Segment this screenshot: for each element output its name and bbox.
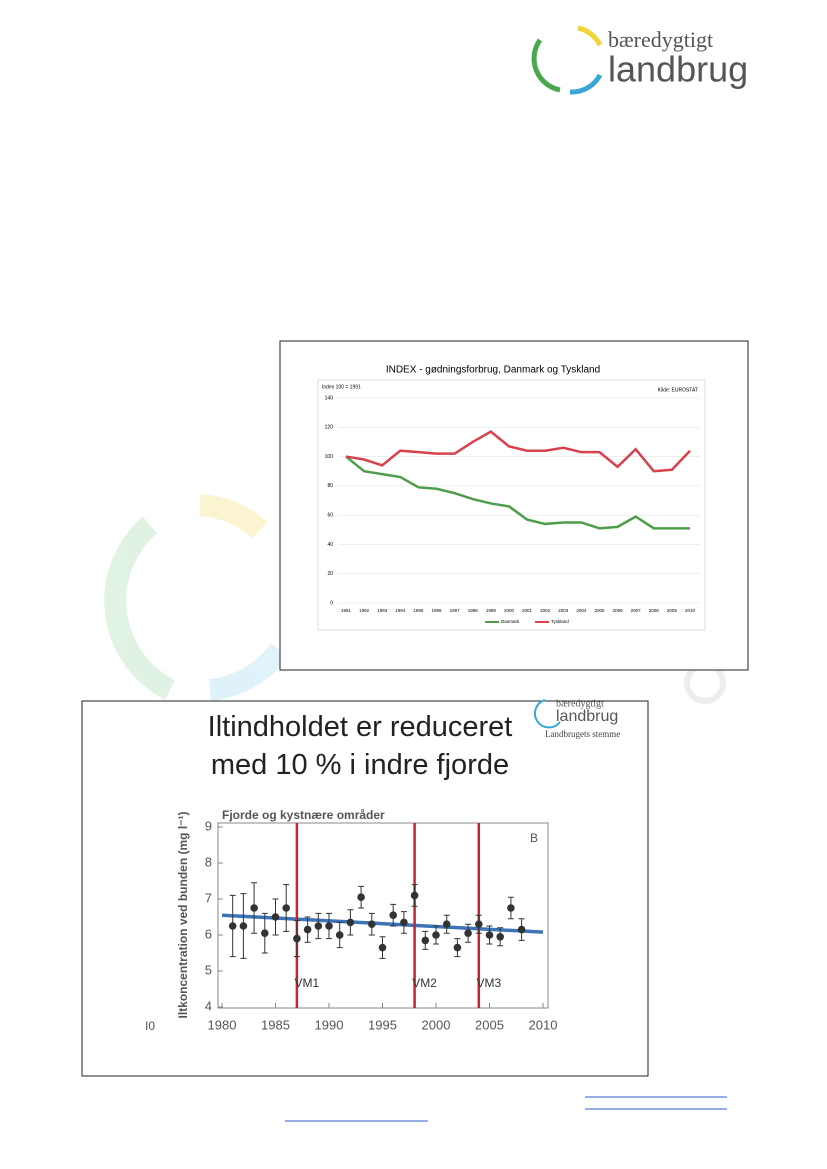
logo-top: bæredygtigt: [608, 27, 713, 52]
logo-bottom: landbrug: [608, 49, 748, 90]
data-point: [517, 925, 526, 934]
data-point: [239, 922, 248, 930]
data-point: [261, 929, 269, 937]
y-tick-label: 40: [327, 542, 333, 548]
data-point: [357, 893, 365, 901]
y-tick-label: 80: [327, 483, 333, 489]
vertical-line-label: VM3: [476, 976, 501, 990]
vertical-line-label: VM2: [412, 976, 437, 990]
data-point: [410, 891, 419, 900]
data-point: [507, 904, 515, 912]
x-tick-label: 1980: [208, 1017, 237, 1032]
x-tick-label: 2003: [558, 608, 569, 613]
x-tick-label: 1990: [315, 1017, 344, 1032]
x-tick-label: 2001: [522, 608, 533, 613]
x-tick-label: 2010: [529, 1017, 558, 1032]
data-point: [496, 933, 505, 941]
subtitle: Index 100 = 1991: [322, 384, 361, 390]
data-point: [335, 931, 344, 939]
vertical-line-label: VM1: [295, 976, 320, 990]
y-tick-label: 7: [205, 890, 212, 905]
y-tick-label: 5: [205, 962, 212, 977]
x-tick-label: 1985: [261, 1017, 290, 1032]
y-tick-label: 4: [205, 998, 212, 1013]
data-point: [475, 920, 483, 928]
x-tick-label: 1993: [377, 608, 388, 613]
decoration: [104, 494, 726, 704]
logo-tagline: Landbrugets stemme: [545, 729, 620, 739]
plot-title: Fjorde og kystnære områder: [222, 808, 385, 822]
series-line: [345, 430, 691, 473]
chart-title: Iltindholdet er reduceret med 10 % i indr…: [208, 711, 513, 781]
x-tick-label: 1998: [468, 608, 479, 613]
y-tick-label: 60: [327, 512, 333, 518]
x-tick-label: 1995: [368, 1017, 397, 1032]
data-point: [389, 911, 398, 919]
data-point: [485, 931, 494, 939]
x-tick-label: 2010: [685, 608, 696, 613]
data-point: [453, 943, 462, 952]
x-tick-label: 2002: [540, 608, 551, 613]
y-tick-label: 9: [205, 818, 212, 833]
data-point: [378, 943, 387, 952]
data-point: [421, 936, 430, 945]
x-tick-label: 1999: [486, 608, 497, 613]
x-tick-label: 2005: [475, 1017, 504, 1032]
data-point: [464, 929, 472, 937]
legend-label: Tyskland: [551, 619, 569, 624]
x-tick-label: 2008: [649, 608, 660, 613]
x-tick-label: 2000: [422, 1017, 451, 1032]
y-tick-label: 120: [325, 425, 334, 431]
y-tick-label: 0: [330, 600, 333, 606]
x-tick-label: 2007: [631, 608, 642, 613]
logo-bottom: landbrug: [556, 708, 618, 725]
data-point: [303, 925, 312, 934]
x-tick-label: 2006: [613, 608, 624, 613]
data-point: [400, 918, 408, 927]
data-point: [314, 922, 323, 930]
data-point: [250, 904, 258, 912]
x-tick-label: 1994: [395, 608, 406, 613]
data-point: [442, 920, 451, 928]
chart-area: [317, 379, 706, 631]
data-point: [228, 922, 237, 930]
x-tick-label: 2005: [594, 608, 605, 613]
x-tick-label: 2000: [504, 608, 515, 613]
data-point: [346, 918, 355, 927]
y-tick-label: 100: [325, 454, 334, 460]
data-point: [293, 934, 301, 943]
x-tick-label: 1992: [359, 608, 370, 613]
y-tick-label: 20: [327, 571, 333, 577]
corner-note: I0: [145, 1019, 155, 1033]
header-logo: bæredygtigt landbrug: [531, 25, 748, 95]
data-point: [271, 913, 280, 921]
logo-top: bæredygtigt: [556, 698, 604, 709]
y-axis-label: Iltkoncentration ved bunden (mg l⁻¹): [176, 811, 190, 1018]
logo-arc: [533, 699, 561, 729]
legend-label: Danmark: [501, 619, 520, 624]
data-point: [368, 920, 376, 928]
y-tick-label: 140: [325, 395, 334, 401]
y-tick-label: 6: [205, 926, 212, 941]
x-tick-label: 1996: [432, 608, 443, 613]
chart-title: INDEX - gødningsforbrug, Danmark og Tysk…: [386, 365, 600, 376]
x-tick-label: 1997: [450, 608, 461, 613]
data-point: [325, 922, 333, 930]
source: Kilde: EUROSTAT: [658, 387, 698, 393]
x-tick-label: 1995: [413, 608, 424, 613]
x-tick-label: 2009: [667, 608, 678, 613]
x-tick-label: 2004: [576, 608, 587, 613]
data-point: [432, 931, 440, 939]
series-line: [345, 455, 690, 530]
x-tick-label: 1991: [341, 608, 352, 613]
panel-label: B: [530, 831, 538, 845]
data-point: [282, 904, 291, 912]
chart-frame: [81, 700, 649, 1077]
y-tick-label: 8: [205, 854, 212, 869]
